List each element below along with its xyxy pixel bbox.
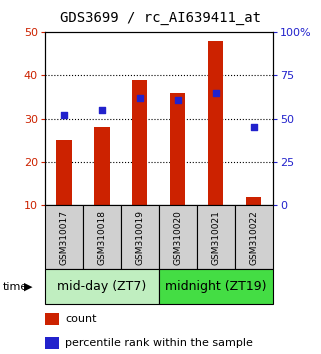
Bar (197, 205, 235, 269)
Bar (246, 197, 261, 205)
Bar (132, 80, 148, 205)
Bar (159, 205, 197, 269)
Bar (56, 140, 72, 205)
Bar (45, 313, 59, 325)
Bar (94, 127, 109, 205)
Text: GSM310022: GSM310022 (249, 210, 258, 264)
Text: midnight (ZT19): midnight (ZT19) (165, 280, 267, 293)
Text: time: time (3, 282, 29, 292)
Text: GDS3699 / rc_AI639411_at: GDS3699 / rc_AI639411_at (60, 11, 261, 25)
Point (251, 124, 256, 130)
Bar (45, 269, 159, 304)
Text: mid-day (ZT7): mid-day (ZT7) (57, 280, 147, 293)
Text: GSM310019: GSM310019 (135, 210, 144, 265)
Point (213, 90, 218, 96)
Bar (208, 41, 223, 205)
Text: GSM310018: GSM310018 (97, 210, 107, 265)
Point (61, 112, 66, 118)
Bar (170, 93, 186, 205)
Point (175, 97, 180, 102)
Text: GSM310021: GSM310021 (211, 210, 221, 265)
Bar (45, 337, 59, 349)
Text: ▶: ▶ (24, 282, 32, 292)
Text: GSM310020: GSM310020 (173, 210, 182, 265)
Point (99, 107, 104, 113)
Text: GSM310017: GSM310017 (59, 210, 68, 265)
Bar (121, 205, 159, 269)
Point (137, 95, 143, 101)
Bar (159, 269, 273, 304)
Bar (83, 205, 121, 269)
Text: percentile rank within the sample: percentile rank within the sample (65, 338, 253, 348)
Bar (235, 205, 273, 269)
Bar (45, 205, 83, 269)
Text: count: count (65, 314, 97, 324)
